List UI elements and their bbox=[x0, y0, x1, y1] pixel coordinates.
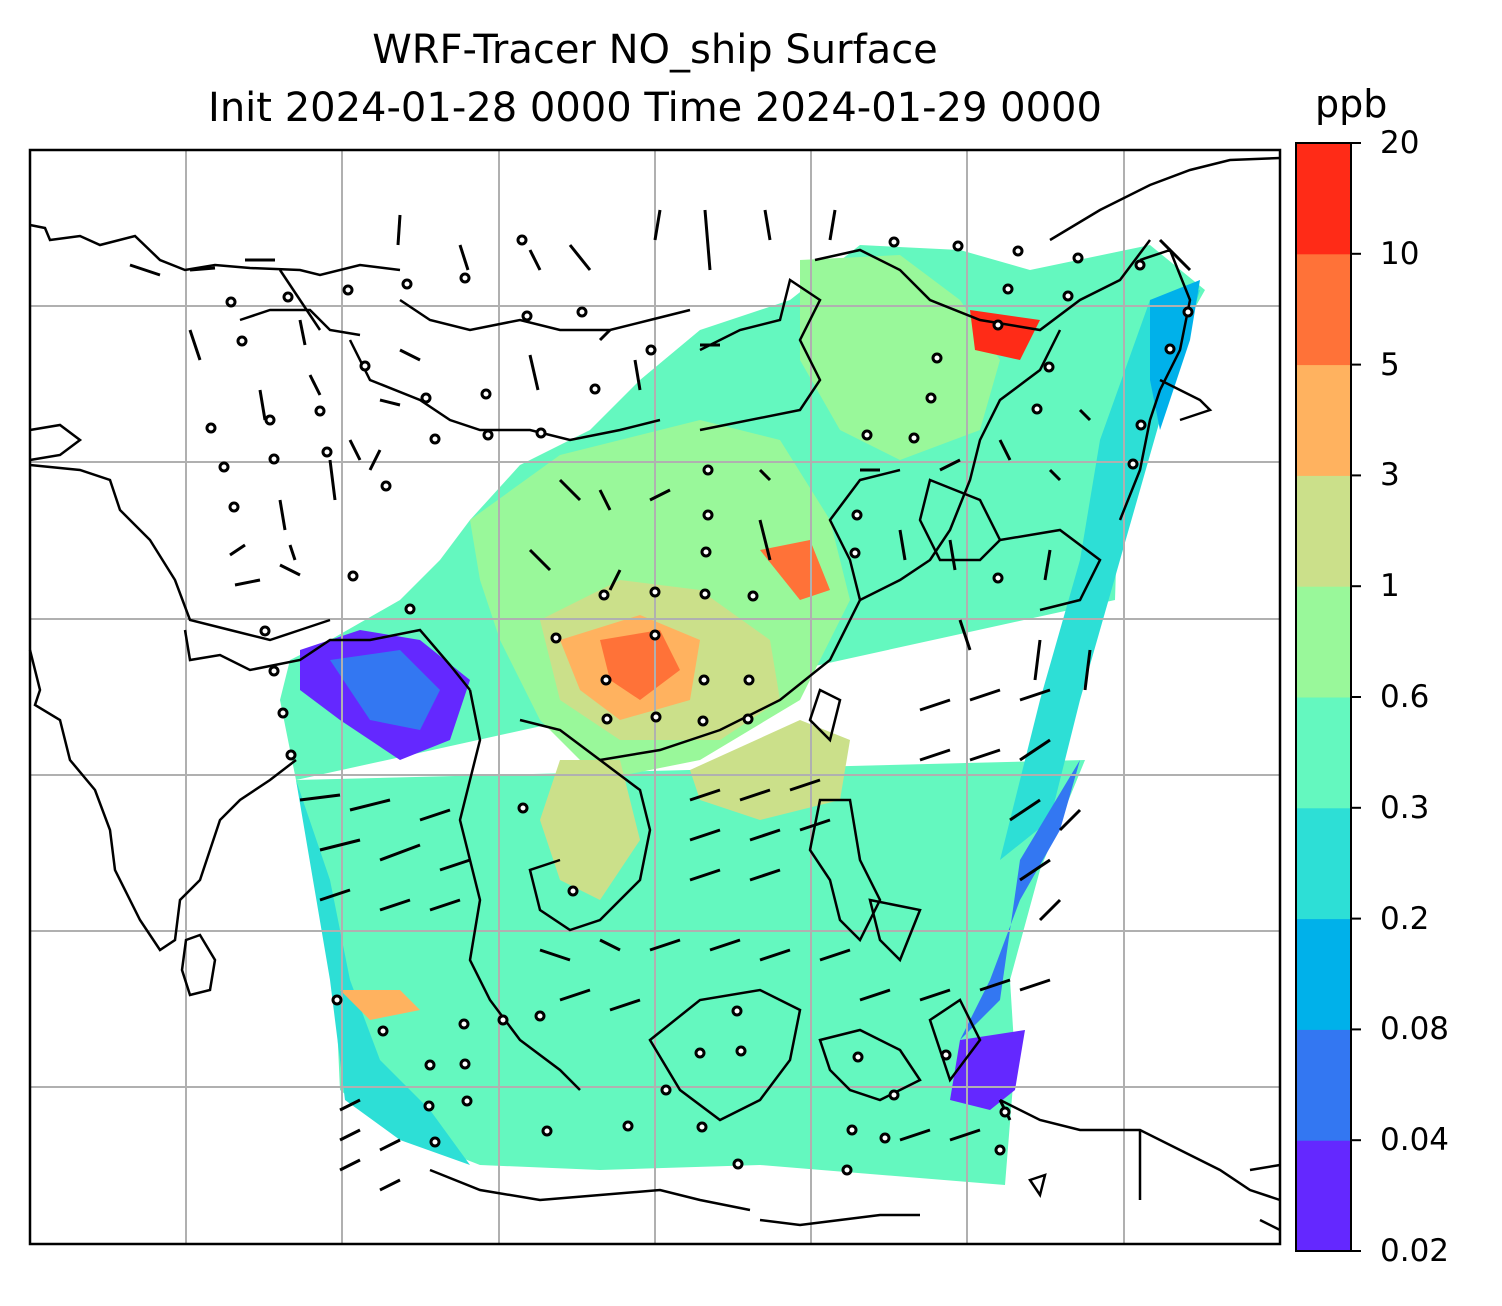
colorbar-tick-label: 10 bbox=[1380, 235, 1420, 272]
colorbar bbox=[1295, 142, 1361, 1252]
colorbar-segment bbox=[1296, 143, 1351, 255]
colorbar-tick-label: 3 bbox=[1380, 457, 1400, 494]
colorbar-segment bbox=[1296, 807, 1351, 920]
colorbar-segment bbox=[1296, 1029, 1351, 1141]
colorbar-tick-label: 0.08 bbox=[1380, 1011, 1450, 1048]
colorbar-unit-label: ppb bbox=[1315, 82, 1388, 126]
colorbar-segment bbox=[1296, 697, 1351, 809]
coastlines bbox=[28, 156, 1281, 1232]
colorbar-tick-label: 5 bbox=[1380, 346, 1400, 383]
colorbar-segment bbox=[1296, 918, 1351, 1030]
colorbar-tick-label: 0.04 bbox=[1380, 1122, 1450, 1159]
colorbar-segment bbox=[1296, 364, 1351, 476]
wind-barbs bbox=[129, 209, 1192, 1192]
map-title-line1: WRF-Tracer NO_ship Surface bbox=[372, 27, 938, 73]
colorbar-segment bbox=[1296, 586, 1351, 698]
colorbar-segment bbox=[1296, 1140, 1351, 1252]
colorbar-tick-label: 0.6 bbox=[1380, 679, 1430, 715]
colorbar-segment bbox=[1296, 475, 1351, 587]
colorbar-tick-label: 20 bbox=[1380, 125, 1420, 161]
map-panel bbox=[28, 148, 1282, 1246]
colorbar-tick-label: 0.3 bbox=[1380, 789, 1430, 826]
gridlines bbox=[30, 150, 1280, 1244]
calm-wind-markers bbox=[205, 234, 1194, 1176]
colorbar-tick-label: 0.2 bbox=[1380, 900, 1430, 937]
colorbar-tick-label: 0.02 bbox=[1380, 1233, 1450, 1269]
concentration-field bbox=[280, 245, 1205, 1185]
map-title-line2: Init 2024-01-28 0000 Time 2024-01-29 000… bbox=[208, 85, 1102, 131]
colorbar-tick-label: 1 bbox=[1380, 568, 1400, 605]
colorbar-segment bbox=[1296, 253, 1351, 366]
